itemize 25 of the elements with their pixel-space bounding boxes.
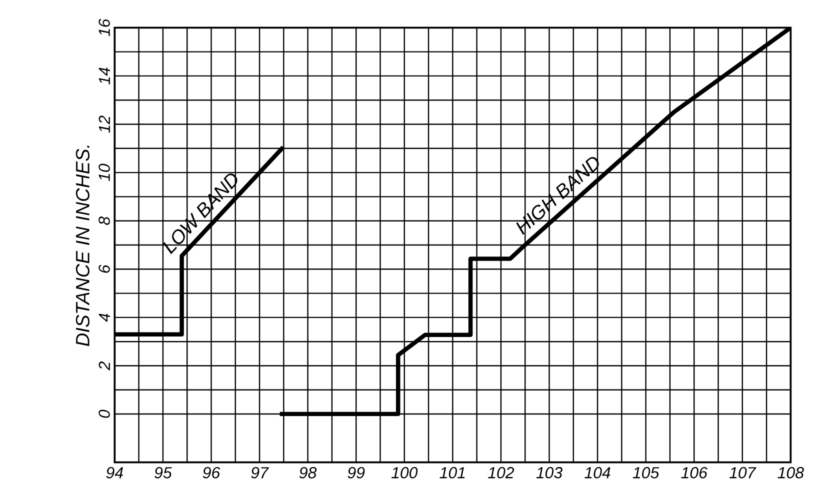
x-tick-label: 101	[440, 467, 465, 478]
y-tick-label: 4	[98, 314, 110, 322]
x-tick-label: 103	[536, 467, 562, 478]
x-tick-label: 107	[729, 467, 756, 478]
x-tick-label: 95	[154, 467, 172, 478]
y-tick-label: 12	[98, 116, 110, 133]
y-tick-label: 2	[98, 362, 110, 370]
y-tick-label: 8	[98, 216, 110, 225]
x-tick-label: 96	[202, 467, 220, 478]
x-tick-label: 99	[348, 467, 365, 478]
x-tick-label: 105	[632, 467, 660, 478]
y-tick-label: 6	[98, 264, 110, 273]
x-tick-label: 106	[681, 467, 708, 478]
x-tick-label: 98	[299, 467, 317, 478]
x-tick-label: 94	[106, 467, 123, 478]
x-tick-label: 100	[391, 467, 418, 478]
y-tick-label: 14	[98, 68, 110, 84]
x-tick-label: 102	[488, 467, 514, 478]
y-axis-title: DISTANCE IN INCHES.	[76, 146, 90, 346]
y-tick-label: 10	[98, 164, 110, 182]
y-tick-label: 16	[98, 18, 110, 36]
y-tick-label: 0	[98, 410, 110, 418]
x-tick-label: 104	[584, 467, 610, 478]
x-tick-label: 97	[251, 467, 269, 478]
x-tick-label: 108	[778, 467, 804, 478]
